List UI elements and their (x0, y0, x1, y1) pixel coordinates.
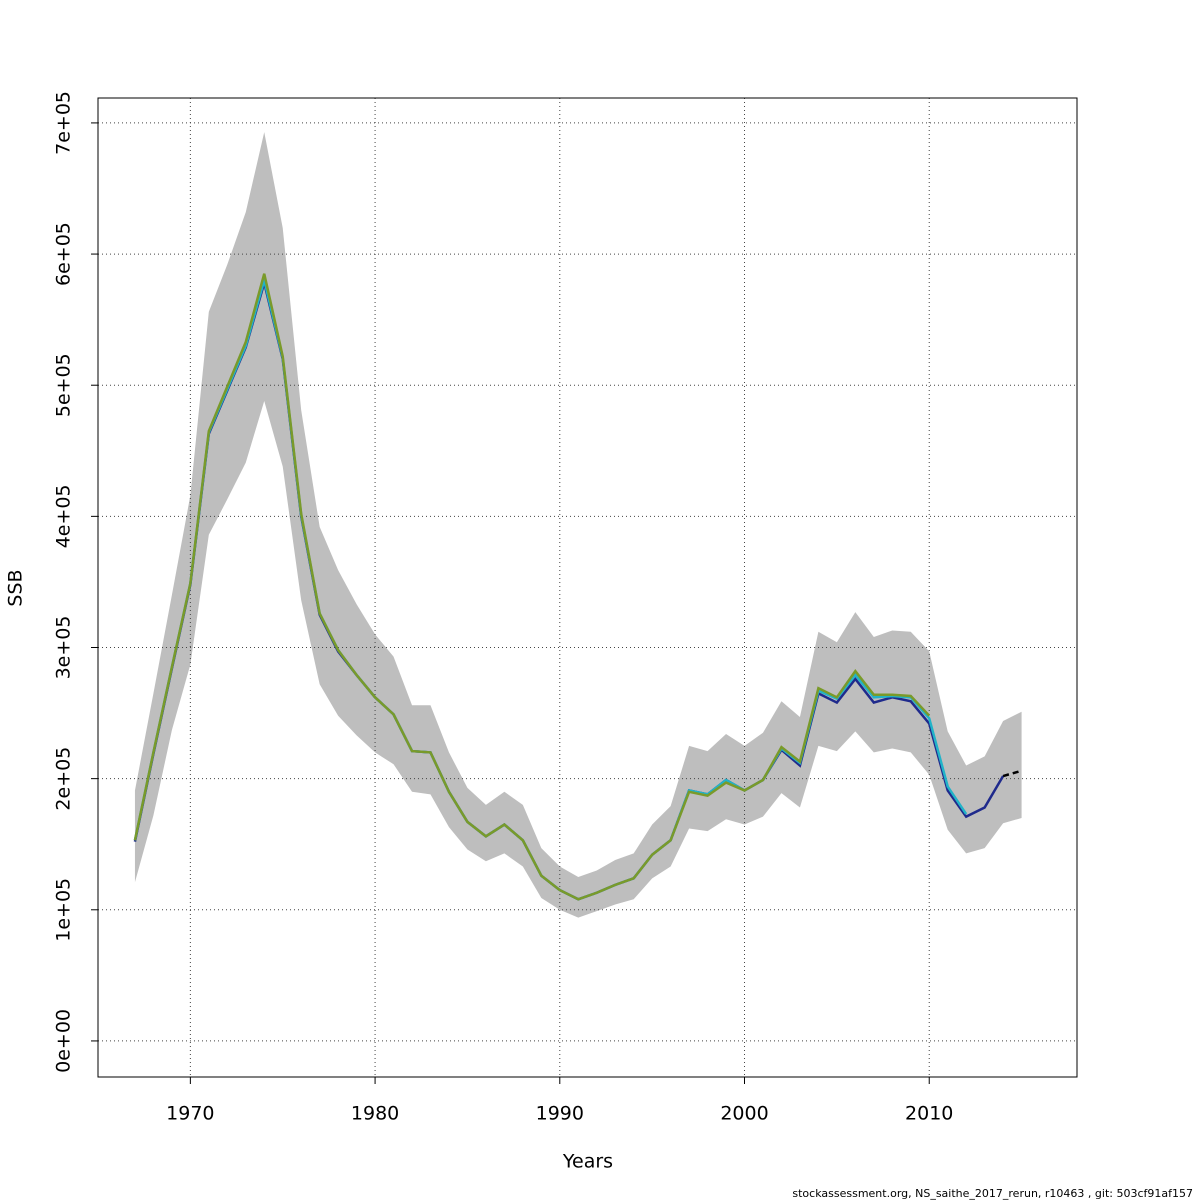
plot-frame (97, 97, 1078, 1078)
caption: stockassessment.org, NS_saithe_2017_reru… (792, 1187, 1193, 1200)
y-tick-label: 6e+05 (53, 222, 75, 286)
y-tick-label: 1e+05 (53, 878, 75, 942)
series-line (133, 273, 931, 901)
y-tick-label: 5e+05 (53, 353, 75, 417)
y-tick-label: 3e+05 (53, 616, 75, 680)
x-tick-label: 2010 (905, 1103, 953, 1125)
x-axis-label: Years (562, 1151, 613, 1173)
y-axis-label: SSB (5, 569, 27, 606)
y-tick-label: 7e+05 (53, 91, 75, 155)
x-tick-label: 1970 (166, 1103, 214, 1125)
x-tick-label: 1990 (536, 1103, 584, 1125)
x-tick-label: 1980 (351, 1103, 399, 1125)
y-tick-label: 4e+05 (53, 484, 75, 548)
series-line (1002, 769, 1022, 778)
y-tick-label: 0e+00 (53, 1009, 75, 1073)
confidence-band (134, 132, 1022, 918)
y-tick-label: 2e+05 (53, 747, 75, 811)
x-tick-label: 2000 (720, 1103, 768, 1125)
